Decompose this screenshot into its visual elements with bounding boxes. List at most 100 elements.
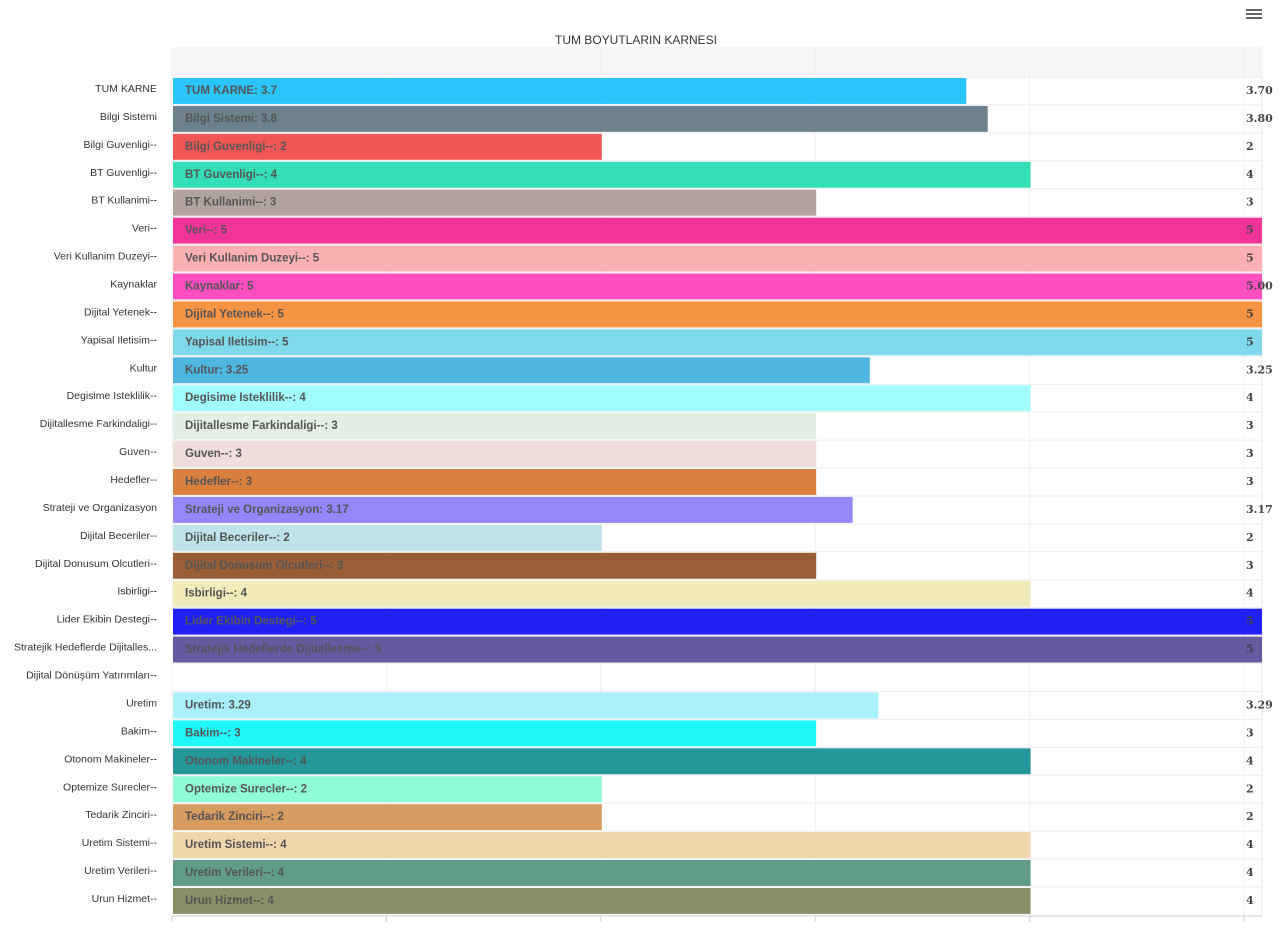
category-label: Bilgi Sistemi	[100, 111, 157, 123]
bar-label: Urun Hizmet--: 4	[185, 895, 274, 907]
bar-value-label: 3.17	[1246, 503, 1273, 516]
category-label: BT Kullanimi--	[91, 195, 157, 207]
bar[interactable]	[173, 162, 1031, 188]
bar[interactable]	[173, 692, 878, 718]
bar-value-label: 2	[1246, 810, 1254, 823]
bar-label: Bilgi Guvenligi--: 2	[185, 141, 287, 153]
bar-label: Degisime Isteklilik--: 4	[185, 392, 306, 404]
bar-value-label: 3.25	[1246, 363, 1273, 376]
category-label: Optemize Surecler--	[63, 781, 157, 793]
bar-label: Uretim: 3.29	[185, 699, 251, 711]
bar[interactable]	[173, 609, 1245, 635]
bar-label: Yapisal Iletisim--: 5	[185, 336, 289, 348]
bar[interactable]	[173, 246, 1245, 272]
bar[interactable]	[173, 860, 1031, 886]
category-label: Kultur	[130, 362, 158, 374]
bar-value-label: 3	[1246, 475, 1254, 488]
bar-label: Bakim--: 3	[185, 727, 241, 739]
bar-label: Otonom Makineler--: 4	[185, 755, 307, 767]
bar-value-label: 4	[1246, 391, 1254, 404]
category-label: Isbirligi--	[117, 586, 157, 598]
bar-value-label: 4	[1246, 894, 1254, 907]
bar-label: Dijital Yetenek--: 5	[185, 308, 284, 320]
category-label: Dijital Donusum Olcutleri--	[35, 558, 157, 570]
bar-value-label: 5	[1246, 224, 1254, 237]
bar[interactable]	[173, 78, 966, 104]
bar[interactable]	[173, 357, 870, 383]
bar-label: Hedefler--: 3	[185, 476, 252, 488]
bar-label: TUM KARNE: 3.7	[185, 85, 277, 97]
category-label: BT Guvenligi--	[90, 167, 157, 179]
bar[interactable]	[173, 581, 1031, 607]
category-label: Degisime Isteklilik--	[67, 390, 158, 402]
bar[interactable]	[173, 832, 1031, 858]
category-label: Yapisal Iletisim--	[81, 334, 158, 346]
category-label: Veri Kullanim Duzeyi--	[54, 251, 158, 263]
bar-value-label: 3	[1246, 726, 1254, 739]
bar[interactable]	[173, 720, 816, 746]
bar-label: Dijital Beceriler--: 2	[185, 532, 290, 544]
bar-label: Bilgi Sistemi: 3.8	[185, 113, 278, 125]
bar-label: Dijitallesme Farkindaligi--: 3	[185, 420, 338, 432]
category-label: Tedarik Zinciri--	[85, 809, 157, 821]
bar-label: BT Kullanimi--: 3	[185, 197, 276, 209]
bar-value-label: 3.29	[1246, 698, 1273, 711]
category-label: Urun Hizmet--	[92, 893, 158, 905]
bar[interactable]	[173, 888, 1031, 914]
bar-label: Kultur: 3.25	[185, 364, 249, 376]
category-label: Stratejik Hedeflerde Dijitalles...	[14, 642, 157, 654]
bar-label: BT Guvenligi--: 4	[185, 169, 278, 181]
category-label: Uretim Sistemi--	[82, 837, 158, 849]
bar[interactable]	[173, 441, 816, 467]
bar-value-label: 5	[1246, 615, 1254, 628]
bar-value-label: 4	[1246, 754, 1254, 767]
bar-value-label: 5	[1246, 335, 1254, 348]
bar-value-label: 3	[1246, 559, 1254, 572]
category-label: Veri--	[132, 223, 158, 235]
bar-value-label: 3	[1246, 419, 1254, 432]
category-label: Uretim Verileri--	[84, 865, 157, 877]
bar-label: Veri Kullanim Duzeyi--: 5	[185, 253, 320, 265]
bar-chart: TUM KARNE TUM KARNE: 3.7 3.70 Bilgi Sistemi…	[0, 0, 1283, 945]
category-label: Bakim--	[121, 725, 158, 737]
category-label: Lider Ekibin Destegi--	[57, 614, 158, 626]
bar-label: Optemize Surecler--: 2	[185, 783, 307, 795]
category-label: Bilgi Guvenligi--	[83, 139, 157, 151]
bar[interactable]	[173, 301, 1245, 327]
bar-value-label: 5	[1246, 252, 1254, 265]
bar-value-label: 3.70	[1246, 84, 1273, 97]
category-label: Dijital Yetenek--	[84, 306, 157, 318]
bar-value-label: 2	[1246, 140, 1254, 153]
category-label: Otonom Makineler--	[64, 753, 157, 765]
bar-value-label: 2	[1246, 782, 1254, 795]
bar-value-label: 3	[1246, 447, 1254, 460]
bar-value-label: 2	[1246, 531, 1254, 544]
bar-label: Lider Ekibin Destegi--: 5	[185, 616, 317, 628]
bar-label: Strateji ve Organizasyon: 3.17	[185, 504, 349, 516]
bar-label: Tedarik Zinciri--: 2	[185, 811, 284, 823]
bar-label: Isbirligi--: 4	[185, 588, 248, 600]
category-label: TUM KARNE	[95, 83, 157, 95]
bar-value-label: 4	[1246, 838, 1254, 851]
bar[interactable]	[173, 274, 1245, 300]
bar-value-label: 5.00	[1246, 280, 1273, 293]
bar-value-label: 3.80	[1246, 112, 1273, 125]
bar-value-label: 4	[1246, 168, 1254, 181]
category-label: Dijitallesme Farkindaligi--	[40, 418, 158, 430]
category-label: Kaynaklar	[110, 279, 157, 291]
bar[interactable]	[173, 106, 988, 132]
bar[interactable]	[173, 329, 1245, 355]
bar[interactable]	[173, 218, 1245, 244]
plot-header-band	[172, 48, 1262, 77]
bar-label: Uretim Sistemi--: 4	[185, 839, 287, 851]
bar-value-label: 4	[1246, 866, 1254, 879]
bar-value-label: 5	[1246, 307, 1254, 320]
bar-label: Stratejik Hedeflerde Dijitallesme--: 5	[185, 644, 382, 656]
bar[interactable]	[173, 469, 816, 495]
category-label: Strateji ve Organizasyon	[43, 502, 158, 514]
bar-label: Kaynaklar: 5	[185, 281, 254, 293]
category-label: Dijital Beceriler--	[80, 530, 158, 542]
bar-label: Uretim Verileri--: 4	[185, 867, 285, 879]
bar-value-label: 4	[1246, 587, 1254, 600]
bar-label: Guven--: 3	[185, 448, 242, 460]
